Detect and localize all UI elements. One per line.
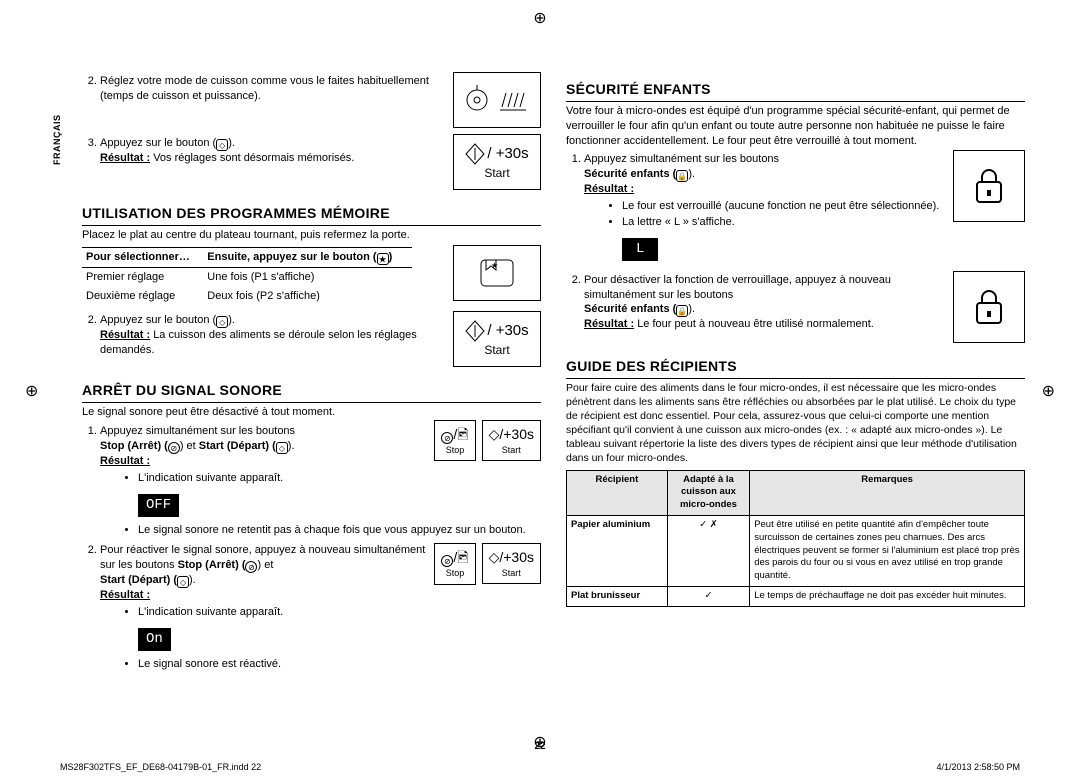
footer-filename: MS28F302TFS_EF_DE68-04179B-01_FR.indd 22 (60, 762, 261, 772)
lock-illustration-2 (953, 271, 1025, 343)
stop-start-illustration: ⊘/🖻Stop ◇/+30sStart (434, 420, 541, 461)
lock-icon: 🔒 (676, 170, 688, 182)
crop-mark-icon: ⊕ (25, 381, 38, 401)
display-on: On (138, 628, 171, 651)
stop-icon: ⊘ (168, 442, 180, 454)
recipients-table: Récipient Adapté à la cuisson aux micro-… (566, 470, 1025, 607)
lock-icon: 🔒 (676, 305, 688, 317)
start-icon: ◇ (177, 576, 189, 588)
crop-mark-icon: ⊕ (533, 8, 546, 28)
crop-mark-icon: ⊕ (1042, 381, 1055, 401)
start-button-illustration: / +30s Start (453, 134, 541, 190)
beep-intro: Le signal sonore peut être désactivé à t… (82, 405, 541, 420)
right-column: Sécurité enfants Votre four à micro-onde… (566, 70, 1025, 678)
lock-illustration (953, 150, 1025, 222)
memory-intro: Placez le plat au centre du plateau tour… (82, 228, 541, 243)
display-off: OFF (138, 494, 179, 517)
start-icon: ◇ (276, 442, 288, 454)
heading-memory-programs: Utilisation des programmes mémoire (82, 204, 541, 226)
recipients-intro: Pour faire cuire des aliments dans le fo… (566, 381, 1025, 466)
stop-icon: ⊘ (245, 561, 257, 573)
heading-child-safety: Sécurité enfants (566, 80, 1025, 102)
memory-settings-table: Pour sélectionner…Ensuite, appuyez sur l… (82, 247, 412, 306)
svg-text:★: ★ (491, 261, 498, 270)
footer-timestamp: 4/1/2013 2:58:50 PM (936, 762, 1020, 772)
start-icon: ◇ (216, 139, 228, 151)
left-column: Réglez votre mode de cuisson comme vous … (82, 70, 541, 678)
start-icon: ◇ (216, 316, 228, 328)
stop-start-illustration-2: ⊘/🖻Stop ◇/+30sStart (434, 543, 541, 584)
page-number: 22 (534, 741, 545, 752)
memory-button-illustration: ★ (453, 245, 541, 301)
start-button-illustration-2: / +30s Start (453, 311, 541, 367)
memory-icon: ★ (377, 253, 389, 265)
heading-recipients: Guide des récipients (566, 357, 1025, 379)
heading-beep-off: Arrêt du signal sonore (82, 381, 541, 403)
display-l: L (622, 238, 658, 261)
child-intro: Votre four à micro-ondes est équipé d'un… (566, 104, 1025, 149)
mode-dial-icon (453, 72, 541, 128)
language-tab: FRANÇAIS (52, 115, 62, 166)
